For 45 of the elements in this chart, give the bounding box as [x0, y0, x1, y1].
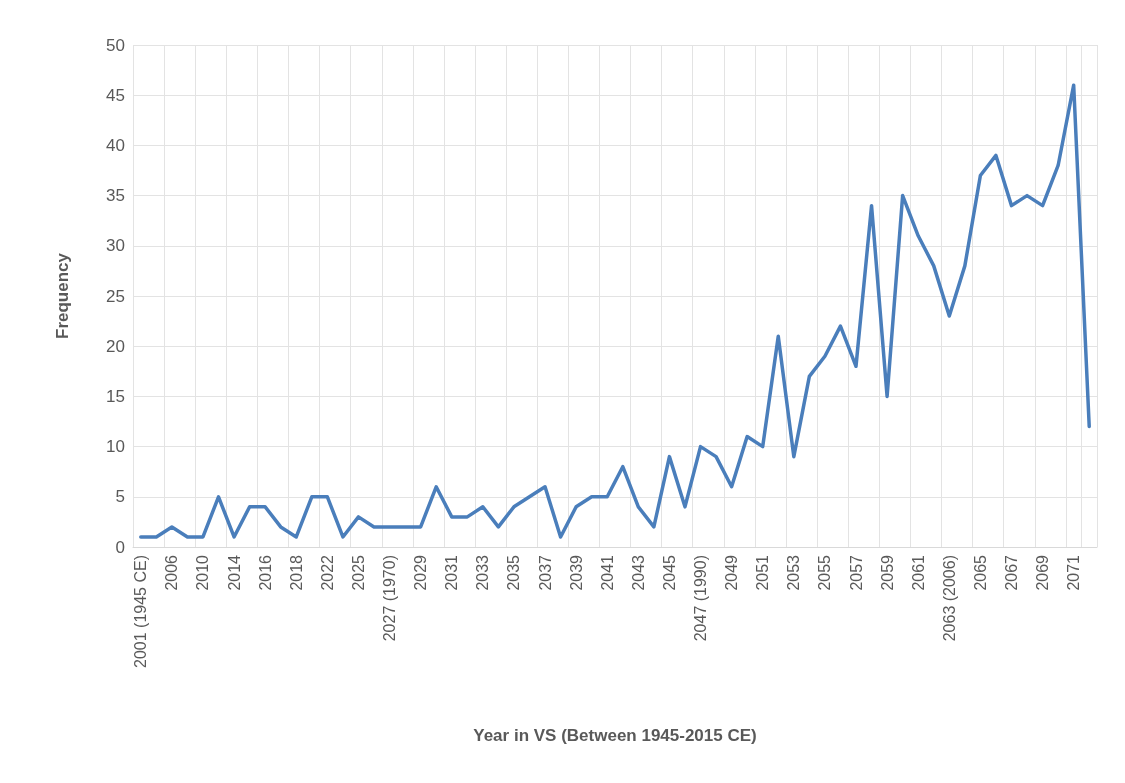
y-tick-label: 0: [115, 537, 125, 557]
x-tick-label: 2045: [660, 554, 678, 591]
x-tick-label: 2047 (1990): [692, 555, 710, 642]
x-tick-label: 2041: [598, 554, 616, 591]
x-tick-label: 2031: [443, 554, 461, 591]
x-tick-label: 2010: [194, 554, 212, 591]
y-tick-label: 30: [106, 236, 125, 256]
y-tick-label: 10: [106, 437, 125, 457]
y-tick-label: 20: [106, 336, 125, 356]
x-tick-label: 2001 (1945 CE): [132, 555, 150, 668]
x-tick-label: 2025: [349, 554, 367, 591]
x-tick-label: 2037: [536, 554, 554, 591]
x-tick-label: 2069: [1034, 554, 1052, 591]
y-tick-label: 50: [106, 35, 125, 55]
x-tick-label: 2043: [629, 554, 647, 591]
x-tick-label: 2022: [318, 554, 336, 591]
y-axis-title: Frequency: [53, 252, 72, 339]
x-tick-label: 2063 (2006): [940, 555, 958, 642]
x-tick-label: 2053: [785, 554, 803, 591]
y-tick-label: 35: [106, 186, 125, 206]
x-tick-label: 2051: [754, 554, 772, 591]
y-tick-label: 15: [106, 386, 125, 406]
x-tick-label: 2039: [567, 554, 585, 591]
x-tick-label: 2016: [256, 554, 274, 591]
x-tick-label: 2065: [971, 554, 989, 591]
y-tick-label: 40: [106, 135, 125, 155]
y-tick-label: 45: [106, 85, 125, 105]
y-tick-label: 25: [106, 286, 125, 306]
y-tick-label: 5: [115, 487, 125, 507]
x-tick-label: 2055: [816, 554, 834, 591]
x-axis-title: Year in VS (Between 1945-2015 CE): [473, 726, 757, 745]
x-tick-label: 2035: [505, 554, 523, 591]
x-tick-label: 2067: [1002, 554, 1020, 591]
line-series: [139, 83, 1091, 539]
x-tick-label: 2033: [474, 554, 492, 591]
x-tick-label: 2057: [847, 554, 865, 591]
x-tick-label: 2029: [412, 554, 430, 591]
x-tick-label: 2061: [909, 554, 927, 591]
x-tick-label: 2027 (1970): [381, 555, 399, 642]
x-tick-label: 2071: [1065, 554, 1083, 591]
x-tick-label: 2049: [723, 554, 741, 591]
x-tick-label: 2059: [878, 554, 896, 591]
x-tick-label: 2014: [225, 554, 243, 591]
x-tick-label: 2018: [287, 554, 305, 591]
x-tick-label: 2006: [163, 554, 181, 591]
